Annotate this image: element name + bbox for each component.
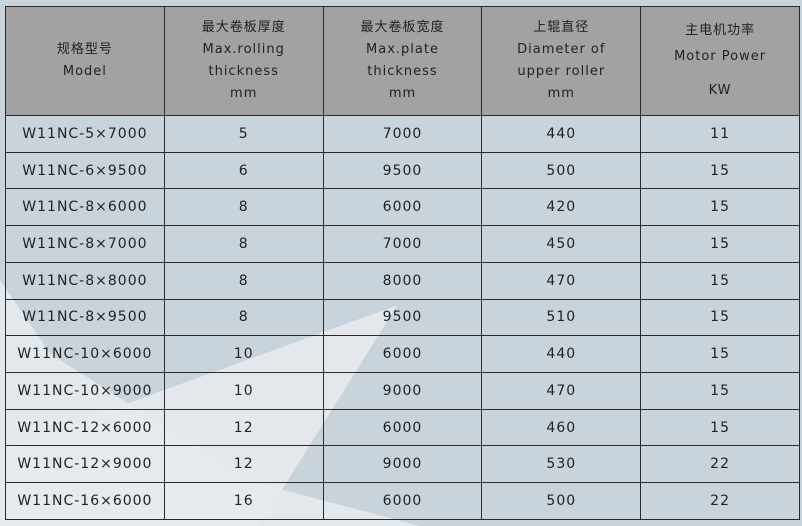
table-cell: 500 (481, 151, 642, 190)
table-cell: 6000 (322, 188, 483, 227)
header-en: mm (388, 86, 417, 101)
table-cell: W11NC-8×8000 (5, 261, 165, 300)
table-cell: 420 (481, 188, 642, 227)
table-row: W11NC-8×9500 8 9500 510 15 (5, 298, 800, 337)
header-en: thickness (367, 64, 438, 79)
table-cell: 10 (163, 372, 324, 410)
table-cell: 530 (481, 445, 642, 484)
table-cell: 440 (481, 335, 642, 374)
table-cell: 8 (163, 225, 324, 263)
table-cell: 7000 (322, 225, 483, 263)
table-cell: W11NC-6×9500 (5, 151, 165, 190)
table-cell: W11NC-12×9000 (5, 445, 165, 484)
table-row: W11NC-8×7000 8 7000 450 15 (5, 225, 800, 263)
header-en: Max.plate (366, 42, 439, 57)
table-cell: 6000 (322, 335, 483, 374)
table-row: W11NC-12×9000 12 9000 530 22 (5, 445, 800, 484)
table-cell: 6000 (322, 408, 483, 447)
table-row: W11NC-8×6000 8 6000 420 15 (5, 188, 800, 227)
table-cell: W11NC-5×7000 (5, 115, 165, 153)
table-cell: W11NC-10×6000 (5, 335, 165, 374)
table-row: W11NC-10×9000 10 9000 470 15 (5, 372, 800, 410)
table-cell: W11NC-16×6000 (5, 482, 165, 520)
table-cell: 460 (481, 408, 642, 447)
table-cell: 22 (640, 445, 800, 484)
header-cell: 上辊直径 Diameter of upper roller mm (481, 6, 642, 116)
table-cell: 12 (163, 445, 324, 484)
table-cell: 8 (163, 298, 324, 337)
table-cell: 16 (163, 482, 324, 520)
header-cn: 上辊直径 (533, 20, 590, 35)
table-cell: 9000 (322, 372, 483, 410)
table-cell: 22 (640, 482, 800, 520)
table-cell: 15 (640, 151, 800, 190)
table-row: W11NC-6×9500 6 9500 500 15 (5, 151, 800, 190)
header-cell: 规格型号 Model (5, 6, 165, 116)
table-cell: 10 (163, 335, 324, 374)
header-en: upper roller (517, 64, 606, 79)
header-en: mm (230, 86, 258, 101)
header-en: mm (547, 86, 575, 101)
table-cell: 510 (481, 298, 642, 337)
table-cell: 8000 (322, 261, 483, 300)
table-cell: W11NC-10×9000 (5, 372, 165, 410)
header-cn: 最大卷板宽度 (360, 20, 445, 35)
header-en: Model (62, 64, 107, 79)
table-row: W11NC-12×6000 12 6000 460 15 (5, 408, 800, 447)
table-cell: 470 (481, 261, 642, 300)
table-cell: W11NC-8×7000 (5, 225, 165, 263)
table-cell: 6000 (322, 482, 483, 520)
table-cell: 7000 (322, 115, 483, 153)
table-cell: 12 (163, 408, 324, 447)
table-cell: W11NC-12×6000 (5, 408, 165, 447)
table-cell: 15 (640, 188, 800, 227)
table-cell: W11NC-8×6000 (5, 188, 165, 227)
header-en: Motor Power (674, 49, 767, 64)
table-cell: 500 (481, 482, 642, 520)
header-en: Max.rolling (202, 42, 285, 57)
table-cell: 15 (640, 372, 800, 410)
header-en: thickness (208, 64, 279, 79)
table-row: W11NC-10×6000 10 6000 440 15 (5, 335, 800, 374)
header-cn: 规格型号 (56, 42, 113, 57)
table-cell: 9500 (322, 298, 483, 337)
table-cell: 9500 (322, 151, 483, 190)
table-cell: 5 (163, 115, 324, 153)
table-cell: 9000 (322, 445, 483, 484)
table-cell: W11NC-8×9500 (5, 298, 165, 337)
table-row: W11NC-16×6000 16 6000 500 22 (5, 482, 800, 520)
header-cn: 最大卷板厚度 (201, 20, 286, 35)
table-cell: 8 (163, 188, 324, 227)
table-row: W11NC-8×8000 8 8000 470 15 (5, 261, 800, 300)
table-cell: 15 (640, 261, 800, 300)
table-cell: 440 (481, 115, 642, 153)
header-cn: 主电机功率 (685, 23, 756, 38)
header-row: 规格型号 Model 最大卷板厚度 Max.rolling thickness mm 最大卷… (5, 6, 800, 116)
table-cell: 15 (640, 225, 800, 263)
header-en: KW (708, 83, 732, 98)
table-cell: 15 (640, 335, 800, 374)
table-cell: 450 (481, 225, 642, 263)
table-cell: 15 (640, 298, 800, 337)
header-en: Diameter of (517, 42, 606, 57)
table-cell: 15 (640, 408, 800, 447)
header-cell: 最大卷板宽度 Max.plate thickness mm (322, 6, 483, 116)
spec-table: 规格型号 Model 最大卷板厚度 Max.rolling thickness mm 最大卷… (5, 6, 800, 520)
header-cell: 主电机功率 Motor Power KW (640, 6, 800, 116)
header-cell: 最大卷板厚度 Max.rolling thickness mm (163, 6, 324, 116)
table-cell: 8 (163, 261, 324, 300)
table-cell: 6 (163, 151, 324, 190)
table-cell: 470 (481, 372, 642, 410)
table-cell: 11 (640, 115, 800, 153)
table-row: W11NC-5×7000 5 7000 440 11 (5, 115, 800, 153)
